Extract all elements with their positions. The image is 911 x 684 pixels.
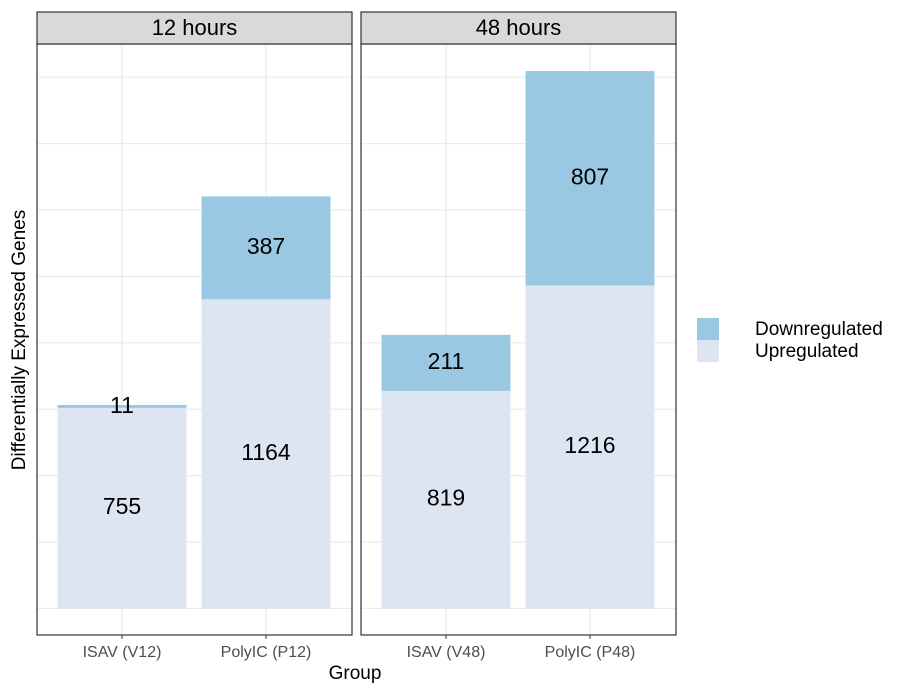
bar-segment bbox=[525, 285, 655, 609]
value-label: 11 bbox=[110, 392, 134, 418]
value-label: 755 bbox=[103, 493, 141, 519]
strip-label: 48 hours bbox=[476, 15, 562, 40]
bar-segment bbox=[57, 407, 187, 609]
bar-segment bbox=[381, 334, 511, 391]
x-tick-label: PolyIC (P48) bbox=[545, 644, 636, 661]
legend-key bbox=[697, 318, 719, 340]
value-label: 807 bbox=[571, 163, 609, 189]
value-label: 1216 bbox=[564, 432, 615, 458]
value-label: 387 bbox=[247, 233, 285, 259]
strip bbox=[36, 11, 353, 45]
bar-segment bbox=[381, 390, 511, 609]
x-axis-label: Group bbox=[329, 663, 382, 684]
value-label: 1164 bbox=[241, 439, 291, 465]
strip bbox=[360, 11, 677, 45]
y-axis-label: Differentially Expressed Genes bbox=[9, 210, 30, 471]
x-tick-label: PolyIC (P12) bbox=[221, 644, 312, 661]
legend-label: Downregulated bbox=[755, 319, 883, 340]
bar-segment bbox=[201, 299, 331, 609]
value-label: 819 bbox=[427, 485, 465, 511]
legend-label: Upregulated bbox=[755, 341, 859, 362]
bar-segment bbox=[201, 196, 331, 300]
strip-label: 12 hours bbox=[152, 15, 238, 40]
legend-key bbox=[697, 340, 719, 362]
value-label: 211 bbox=[428, 348, 465, 374]
bar-segment bbox=[525, 71, 655, 286]
bar-segment bbox=[57, 404, 187, 408]
x-tick-label: ISAV (V48) bbox=[407, 644, 486, 661]
x-tick-label: ISAV (V12) bbox=[83, 644, 162, 661]
